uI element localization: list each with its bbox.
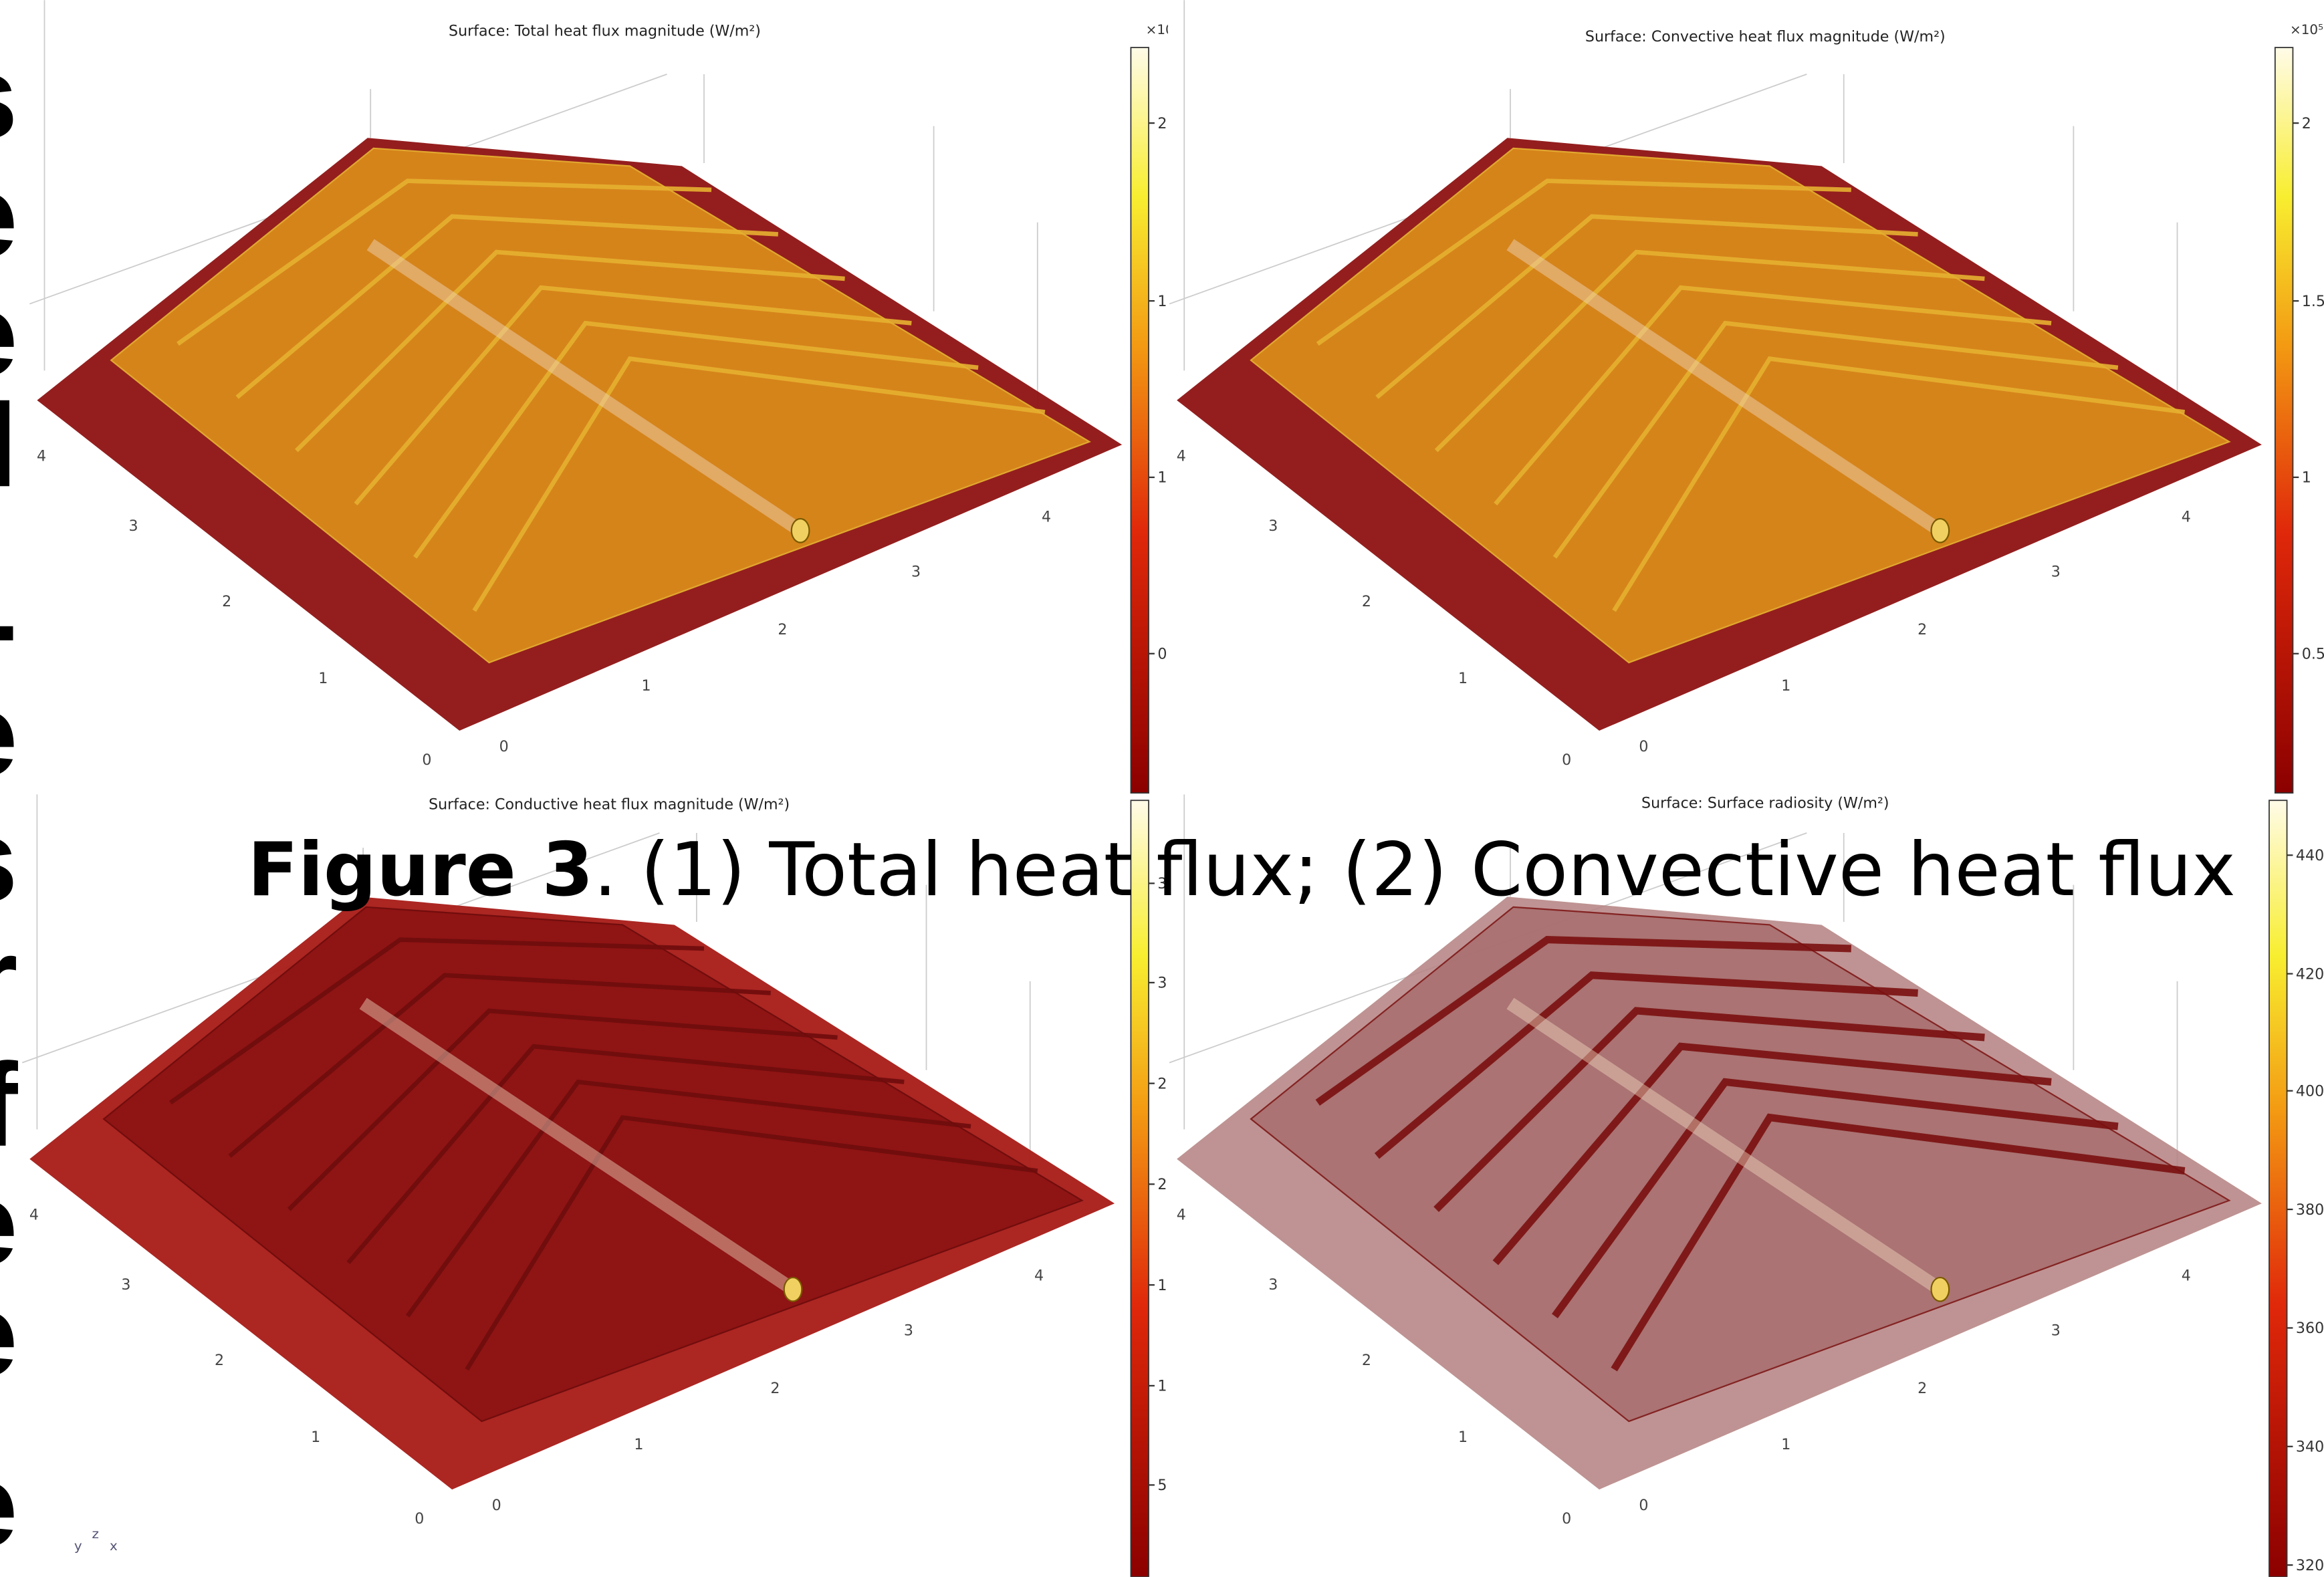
colorbar-tick-label: 30	[1157, 975, 1176, 992]
side-letter: e	[0, 668, 18, 801]
side-letter: e	[0, 1438, 18, 1571]
axis-label: 0	[1639, 1497, 1648, 1514]
axis-label: 3	[911, 563, 921, 580]
axis-label: 2	[215, 1352, 224, 1369]
axis-label: 1	[1458, 670, 1468, 687]
axis-label: 1	[318, 670, 328, 687]
axis-label: 0	[422, 751, 431, 769]
colorbar-tick-label: 0.5	[2302, 646, 2324, 663]
axis-triad: x	[110, 1538, 118, 1554]
colorbar-tick-label: 440	[2296, 847, 2324, 864]
axis-label: 0	[415, 1510, 424, 1528]
caption-label: Figure 3	[247, 827, 593, 913]
axis-label: 3	[2051, 1322, 2061, 1340]
panel-title: Surface: Total heat flux magnitude (W/m²…	[449, 22, 761, 39]
axis-label: 1	[1781, 1436, 1790, 1453]
caption: Figure 3. (1) Total heat flux; (2) Conve…	[247, 827, 2236, 913]
axis-label: 4	[1042, 508, 1051, 525]
axis-label: 3	[1268, 1276, 1278, 1294]
axis-label: 1	[641, 677, 651, 695]
axis-label: 0	[499, 738, 509, 755]
axis-label: 3	[904, 1322, 913, 1340]
axis-label: 2	[1918, 621, 1927, 638]
axis-label: 0	[1562, 751, 1571, 769]
colorbar-tick-label: 2	[1157, 115, 1167, 132]
panel-title: Surface: Convective heat flux magnitude …	[1585, 28, 1946, 45]
colorbar-tick-label: 2	[2302, 115, 2311, 132]
axis-label: 4	[2182, 1267, 2191, 1284]
axis-label: 1	[1781, 677, 1790, 695]
axis-label: 4	[37, 448, 46, 465]
axis-label: 3	[121, 1276, 130, 1294]
axis-label: 2	[770, 1380, 780, 1397]
side-letter: e	[0, 149, 18, 282]
axis-label: 3	[128, 517, 138, 535]
side-letter: f	[0, 1038, 19, 1171]
colorbar-tick-label: 380	[2296, 1201, 2324, 1219]
colorbar-tick-label: 10	[1157, 1378, 1176, 1395]
axis-label: 4	[29, 1207, 39, 1224]
colorbar-tick-label: 20	[1157, 1176, 1176, 1193]
axis-label: 2	[778, 621, 787, 638]
caption-text: . (1) Total heat flux; (2) Convective he…	[594, 827, 2236, 913]
colorbar-tick-label: 0.5	[1157, 646, 1181, 663]
axis-label: 4	[1034, 1267, 1044, 1284]
colorbar-multiplier: ×10⁵	[2290, 21, 2323, 37]
axis-label: 4	[2182, 508, 2191, 525]
side-letter: e	[0, 1267, 18, 1401]
figure-page: 4321001234Surface: Total heat flux magni…	[0, 0, 2324, 1577]
axis-label: 2	[1918, 1380, 1927, 1397]
axis-label: 3	[1268, 517, 1278, 535]
axis-label: 4	[1177, 1207, 1186, 1224]
panel: 4 3 2 1 0 0 1 2 3 4 Surface: Convective heat flux …	[1169, 0, 2324, 793]
pipe-end	[1932, 1278, 1950, 1301]
colorbar-tick-label: 1	[2302, 469, 2311, 487]
colorbar-tick-label: 360	[2296, 1320, 2324, 1337]
side-letter: s	[0, 30, 18, 163]
panel: 4 3 2 1 0 0 1 2 3 4 Surface: Total heat flux magni…	[29, 0, 1181, 793]
axis-label: 0	[492, 1497, 501, 1514]
axis-label: 2	[1362, 1352, 1371, 1369]
axis-triad: y	[74, 1538, 82, 1554]
axis-label: 4	[1177, 448, 1186, 465]
colorbar-tick-label: 340	[2296, 1439, 2324, 1456]
axis-label: 0	[1639, 738, 1648, 755]
axis-label: 2	[1362, 593, 1371, 610]
colorbar-tick-label: 320	[2296, 1557, 2324, 1574]
panel-title: Surface: Surface radiosity (W/m²)	[1641, 794, 1889, 812]
panel-title: Surface: Conductive heat flux magnitude …	[429, 796, 790, 814]
colorbar	[2275, 47, 2293, 793]
colorbar-tick-label: 400	[2296, 1082, 2324, 1100]
colorbar-multiplier: ×10⁵	[1146, 21, 1179, 37]
side-letter: l	[0, 378, 18, 511]
axis-label: 1	[311, 1429, 320, 1446]
pipe-end	[784, 1278, 802, 1301]
colorbar-tick-label: 1.5	[2302, 293, 2324, 310]
colorbar-tick-label: 420	[2296, 965, 2324, 983]
colorbar-tick-label: 1	[1157, 469, 1167, 487]
axis-label: 0	[1562, 1510, 1571, 1528]
side-letter: r	[0, 912, 18, 1045]
colorbar	[1131, 800, 1149, 1577]
axis-label: 2	[222, 593, 231, 610]
colorbar-tick-label: 50	[1157, 1477, 1176, 1494]
colorbar	[1131, 47, 1149, 793]
axis-triad: z	[92, 1526, 98, 1542]
pipe-end	[792, 519, 810, 542]
axis-label: 1	[634, 1436, 643, 1453]
colorbar-tick-label: 25	[1157, 1075, 1176, 1092]
colorbar	[2269, 800, 2287, 1577]
colorbar-tick-label: 15	[1157, 1277, 1176, 1294]
axis-label: 3	[2051, 563, 2061, 580]
axis-label: 1	[1458, 1429, 1468, 1446]
side-letter: s	[0, 794, 18, 927]
pipe-end	[1932, 519, 1950, 542]
